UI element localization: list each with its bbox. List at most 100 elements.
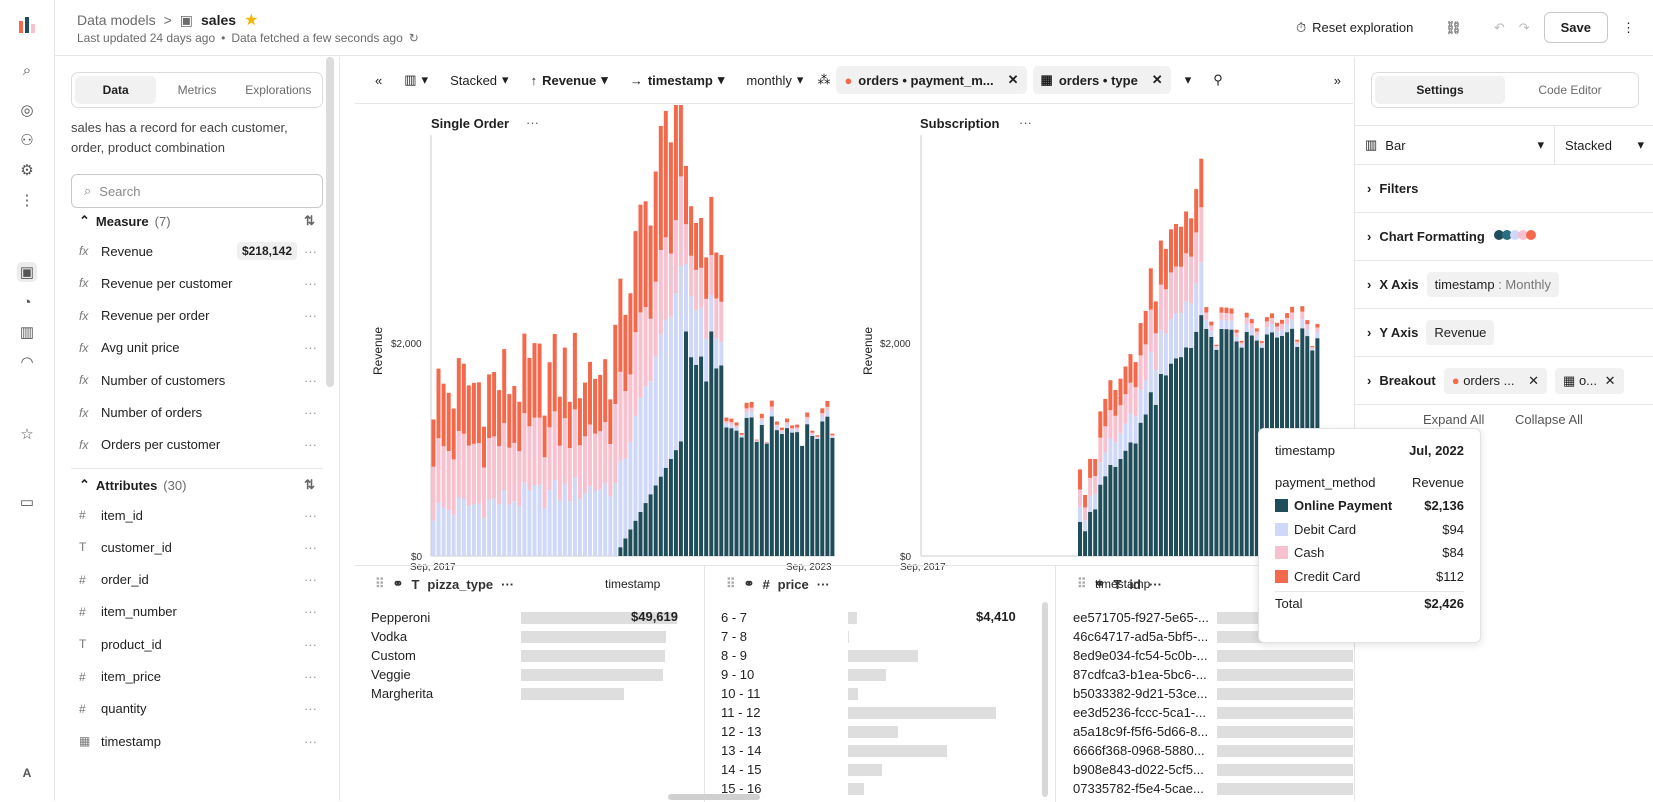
chart-bar[interactable]: [689, 206, 693, 256]
chart-bar[interactable]: [588, 362, 592, 425]
summary-item[interactable]: Veggie: [371, 667, 411, 682]
chart-bar[interactable]: [1098, 485, 1102, 556]
chart-bar[interactable]: [442, 508, 446, 556]
chart-bar[interactable]: [674, 293, 678, 450]
chart-bar[interactable]: [785, 419, 789, 423]
chart-bar[interactable]: [745, 418, 749, 556]
chart-bar[interactable]: [1275, 331, 1279, 337]
chart-bar[interactable]: [790, 425, 794, 428]
chart-bar[interactable]: [613, 325, 617, 404]
chart-bar[interactable]: [487, 438, 491, 500]
chart-bar[interactable]: [1144, 380, 1148, 414]
chart-bar[interactable]: [1078, 469, 1082, 489]
summary-item[interactable]: a5a18c9f-f5f6-5d66-8...: [1073, 724, 1208, 739]
left-scrollbar[interactable]: [326, 57, 334, 387]
save-button[interactable]: Save: [1544, 12, 1608, 43]
chart-bar[interactable]: [543, 457, 547, 508]
chart-bar[interactable]: [492, 372, 496, 436]
chart-bar[interactable]: [1179, 227, 1183, 267]
chart-bar[interactable]: [1235, 341, 1239, 556]
chart-bar[interactable]: [825, 417, 829, 556]
chart-bar[interactable]: [1270, 318, 1274, 324]
chart-bar[interactable]: [1300, 306, 1304, 312]
chart-bar[interactable]: [719, 366, 723, 557]
collapse-left-icon[interactable]: «: [367, 73, 390, 88]
chart-bar[interactable]: [719, 302, 723, 342]
tab-explorations[interactable]: Explorations: [238, 76, 319, 104]
chart-bar[interactable]: [487, 500, 491, 556]
chart-bar[interactable]: [1240, 341, 1244, 343]
chart-bar[interactable]: [765, 444, 769, 557]
chart-bar[interactable]: [522, 483, 526, 556]
chart-bar[interactable]: [598, 375, 602, 431]
chart-bar[interactable]: [1083, 531, 1087, 556]
chart-bar[interactable]: [684, 332, 688, 557]
chart-bar[interactable]: [729, 422, 733, 424]
chart-bar[interactable]: [1093, 459, 1097, 476]
chart-bar[interactable]: [735, 426, 739, 428]
chart-bar[interactable]: [1103, 452, 1107, 476]
logo-icon[interactable]: [17, 15, 37, 35]
chart-bar[interactable]: [512, 386, 516, 443]
chart-bar[interactable]: [1149, 310, 1153, 352]
attribute-item[interactable]: #item_price···: [79, 665, 309, 689]
chart-bar[interactable]: [1174, 359, 1178, 557]
tab-code-editor[interactable]: Code Editor: [1505, 76, 1635, 104]
chart-bar[interactable]: [1214, 346, 1218, 348]
chart-bar[interactable]: [825, 411, 829, 417]
chart-bar[interactable]: [704, 299, 708, 339]
chart-bar[interactable]: [689, 296, 693, 357]
expand-all-button[interactable]: Expand All: [1423, 412, 1484, 427]
chart-bar[interactable]: [482, 518, 486, 556]
chart-bar[interactable]: [770, 401, 774, 407]
chart-bar[interactable]: [1169, 272, 1173, 319]
chart-bar[interactable]: [558, 446, 562, 501]
chart-bar[interactable]: [1250, 323, 1254, 329]
chart-bar[interactable]: [467, 385, 471, 445]
redo-icon[interactable]: ↷: [1519, 20, 1530, 36]
chart-bar[interactable]: [1204, 320, 1208, 329]
chart-bar[interactable]: [1179, 313, 1183, 357]
chart-bar[interactable]: [437, 503, 441, 556]
chart-bar[interactable]: [1240, 343, 1244, 345]
chart-bar[interactable]: [679, 266, 683, 441]
chart-bar[interactable]: [1225, 308, 1229, 313]
chart-bar[interactable]: [1300, 312, 1304, 319]
search-input[interactable]: ⌕Search: [71, 174, 323, 208]
chart-bar[interactable]: [1194, 283, 1198, 332]
chart-bar[interactable]: [634, 416, 638, 521]
chart-bar[interactable]: [543, 416, 547, 458]
chart-bar[interactable]: [583, 436, 587, 493]
chart-bar[interactable]: [1265, 327, 1269, 334]
chart-bar[interactable]: [1310, 346, 1314, 347]
chart-bar[interactable]: [1209, 322, 1213, 326]
chart-bar[interactable]: [1295, 340, 1299, 342]
model-icon[interactable]: ▣: [17, 262, 37, 282]
chart-bar[interactable]: [482, 468, 486, 518]
chart-bar[interactable]: [462, 434, 466, 499]
chart-bar[interactable]: [442, 446, 446, 507]
more-icon[interactable]: ···: [304, 276, 317, 291]
granularity-select[interactable]: monthly▾: [738, 72, 811, 88]
chart-bar[interactable]: [1124, 451, 1128, 556]
chart-bar[interactable]: [1103, 399, 1107, 426]
more-icon[interactable]: ⋮: [1622, 20, 1635, 36]
more-icon[interactable]: ···: [304, 508, 317, 523]
chart-bar[interactable]: [563, 484, 567, 557]
drag-icon[interactable]: ⠿: [726, 576, 736, 592]
chart-bar[interactable]: [608, 496, 612, 556]
chart-bar[interactable]: [729, 428, 733, 556]
chart-bar[interactable]: [472, 383, 476, 444]
chart-bar[interactable]: [664, 320, 668, 468]
chart-bar[interactable]: [492, 436, 496, 498]
chart-bar[interactable]: [472, 504, 476, 556]
chart-bar[interactable]: [755, 440, 759, 441]
chart-bar[interactable]: [1230, 308, 1234, 313]
chart-bar[interactable]: [810, 434, 814, 436]
chart-bar[interactable]: [1139, 390, 1143, 423]
chart-bar[interactable]: [704, 257, 708, 299]
chart-bar[interactable]: [1078, 490, 1082, 507]
filters-section[interactable]: ›Filters: [1355, 165, 1653, 213]
